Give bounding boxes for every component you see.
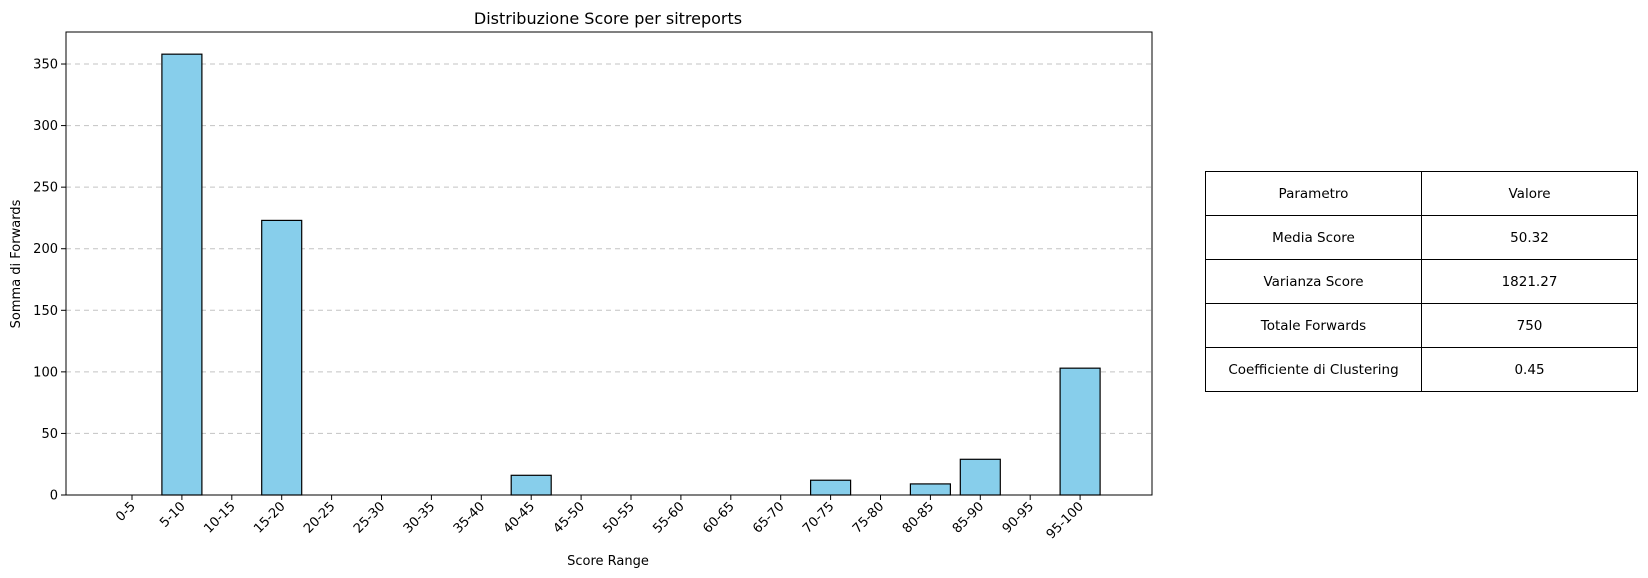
x-tick-label: 65-70 xyxy=(750,499,787,536)
statistics-table: Parametro Valore Media Score 50.32 Varia… xyxy=(1205,171,1638,392)
x-tick-label: 50-55 xyxy=(601,499,638,536)
x-tick-label: 40-45 xyxy=(501,499,538,536)
table-row: Varianza Score 1821.27 xyxy=(1205,259,1638,304)
bar-70-75 xyxy=(809,479,852,496)
table-cell-param: Media Score xyxy=(1205,215,1422,260)
y-tick-label: 150 xyxy=(33,304,58,319)
y-tick-label: 100 xyxy=(33,365,58,380)
plot-area-frame xyxy=(65,31,1153,496)
bar-15-20 xyxy=(261,219,303,496)
x-tick-label: 55-60 xyxy=(650,499,687,536)
table-cell-param: Coefficiente di Clustering xyxy=(1205,347,1422,392)
table-cell-param: Varianza Score xyxy=(1205,259,1422,304)
x-tick-label: 95-100 xyxy=(1044,499,1087,542)
x-tick-label: 60-65 xyxy=(700,499,737,536)
table-header-row: Parametro Valore xyxy=(1205,171,1638,216)
x-tick-label: 90-95 xyxy=(1000,499,1037,536)
x-tick-label: 0-5 xyxy=(113,499,139,525)
bar-85-90 xyxy=(959,458,1001,496)
y-tick-label: 350 xyxy=(33,58,58,73)
table-row: Totale Forwards 750 xyxy=(1205,303,1638,348)
x-axis-label: Score Range xyxy=(567,554,649,569)
table-cell-value: 750 xyxy=(1421,303,1638,348)
bar-95-100 xyxy=(1059,367,1101,496)
y-axis-label: Somma di Forwards xyxy=(9,199,24,328)
x-tick-label: 20-25 xyxy=(301,499,338,536)
bar-5-10 xyxy=(161,53,203,496)
bar-40-45 xyxy=(510,474,552,496)
table-cell-value: 50.32 xyxy=(1421,215,1638,260)
y-tick-label: 200 xyxy=(33,242,58,257)
y-tick-label: 250 xyxy=(33,181,58,196)
y-tick-label: 300 xyxy=(33,119,58,134)
x-tick-label: 25-30 xyxy=(351,499,388,536)
x-axis-ticks: 0-5 5-10 10-15 15-20 20-25 25-30 30-35 35-40 40-… xyxy=(113,495,1087,542)
x-tick-label: 30-35 xyxy=(401,499,438,536)
x-tick-label: 80-85 xyxy=(900,499,937,536)
chart-title: Distribuzione Score per sitreports xyxy=(474,9,742,28)
x-tick-label: 85-90 xyxy=(950,499,987,536)
y-tick-label: 50 xyxy=(41,427,58,442)
x-tick-label: 15-20 xyxy=(251,499,288,536)
y-axis-ticks: 0 50 100 150 200 250 300 350 xyxy=(33,58,66,504)
x-tick-label: 5-10 xyxy=(157,499,188,530)
bar-80-85 xyxy=(909,483,952,496)
x-tick-label: 70-75 xyxy=(800,499,837,536)
table-header-param: Parametro xyxy=(1205,171,1422,216)
bars xyxy=(161,53,1101,496)
x-tick-label: 75-80 xyxy=(850,499,887,536)
table-header-value: Valore xyxy=(1421,171,1638,216)
x-tick-label: 35-40 xyxy=(451,499,488,536)
x-tick-label: 45-50 xyxy=(551,499,588,536)
y-tick-label: 0 xyxy=(50,489,58,504)
table-cell-param: Totale Forwards xyxy=(1205,303,1422,348)
table-row: Media Score 50.32 xyxy=(1205,215,1638,260)
y-gridlines xyxy=(66,63,1152,434)
table-row: Coefficiente di Clustering 0.45 xyxy=(1205,347,1638,392)
x-tick-label: 10-15 xyxy=(201,499,238,536)
table-cell-value: 0.45 xyxy=(1421,347,1638,392)
table-cell-value: 1821.27 xyxy=(1421,259,1638,304)
